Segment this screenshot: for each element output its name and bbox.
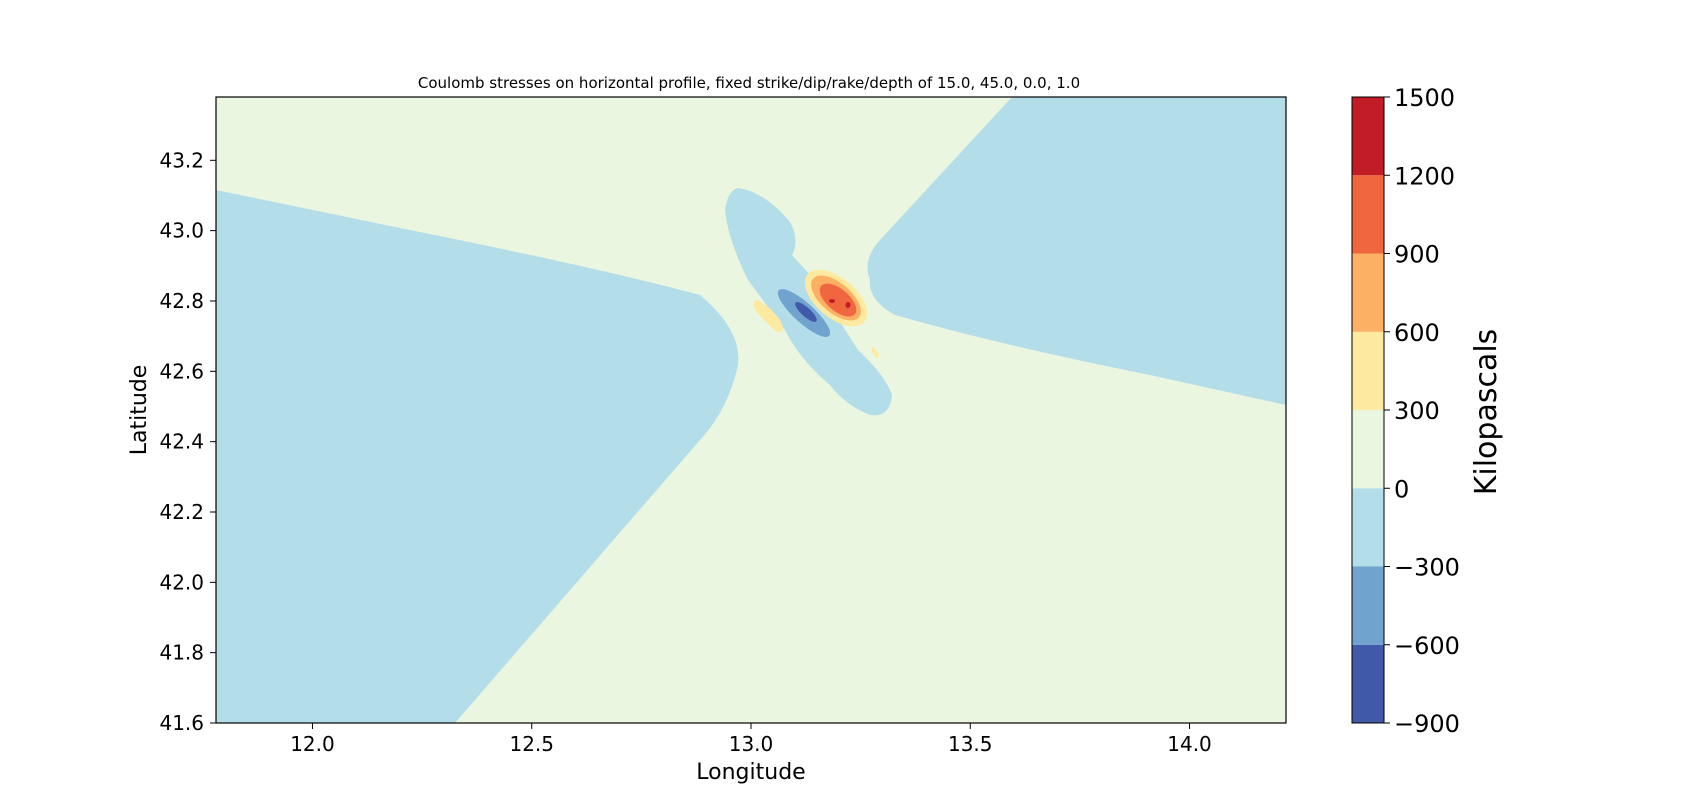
colorbar-swatch [1352,488,1384,567]
x-axis: 12.0 12.5 13.0 13.5 14.0 [290,723,1212,756]
contour-band-negative-west-lobe [216,190,739,723]
y-tick-label: 43.0 [159,219,204,243]
contour-band-negative-east-lobe [867,97,1286,405]
contour-band-positive-west-small [753,300,783,333]
colorbar-swatch [1352,175,1384,254]
colorbar-swatch [1352,410,1384,489]
contour-band-positive-east-small [872,346,879,358]
colorbar-swatch [1352,253,1384,332]
y-axis: 41.6 41.8 42.0 42.2 42.4 42.6 42.8 43.0 43.2 [159,148,216,735]
y-tick-label: 42.6 [159,359,204,383]
y-tick-label: 41.6 [159,711,204,735]
x-tick-label: 12.5 [509,732,554,756]
colorbar-tick-label: 600 [1394,319,1440,347]
x-tick-label: 12.0 [290,732,335,756]
colorbar-swatch [1352,97,1384,176]
contour-plot-area [216,97,1286,723]
colorbar-tick-label: 0 [1394,475,1409,503]
colorbar-swatch [1352,644,1384,723]
y-tick-label: 42.0 [159,570,204,594]
y-tick-label: 41.8 [159,641,204,665]
contour-band-1200-to-1500-a [829,299,835,303]
contour-band-1200-to-1500-b [845,302,851,308]
colorbar-tick-label: 1500 [1394,84,1455,112]
y-tick-label: 42.8 [159,289,204,313]
colorbar-tick-label: −600 [1394,632,1460,660]
y-tick-label: 43.2 [159,148,204,172]
chart-title: Coulomb stresses on horizontal profile, … [418,74,1080,92]
colorbar-tick-label: −900 [1394,710,1460,738]
x-tick-label: 13.0 [729,732,774,756]
x-tick-label: 14.0 [1167,732,1212,756]
colorbar-title: Kilopascals [1469,329,1504,496]
contour-band-negative-600-to-900 [795,302,817,322]
y-tick-label: 42.4 [159,430,204,454]
colorbar-tick-label: 1200 [1394,162,1455,190]
colorbar-tick-label: 300 [1394,397,1440,425]
contour-band-negative-central-lobe [725,188,892,416]
colorbar-swatch [1352,331,1384,410]
x-axis-title: Longitude [696,760,805,785]
colorbar-tick-label: −300 [1394,554,1460,582]
y-tick-label: 42.2 [159,500,204,524]
colorbar: −900 −600 −300 0 300 600 900 1200 1500 [1351,84,1460,738]
contour-band-900-to-1200 [819,283,857,317]
x-tick-label: 13.5 [948,732,993,756]
colorbar-tick-label: 900 [1394,241,1440,269]
y-axis-title: Latitude [127,365,152,456]
colorbar-swatch [1352,566,1384,645]
